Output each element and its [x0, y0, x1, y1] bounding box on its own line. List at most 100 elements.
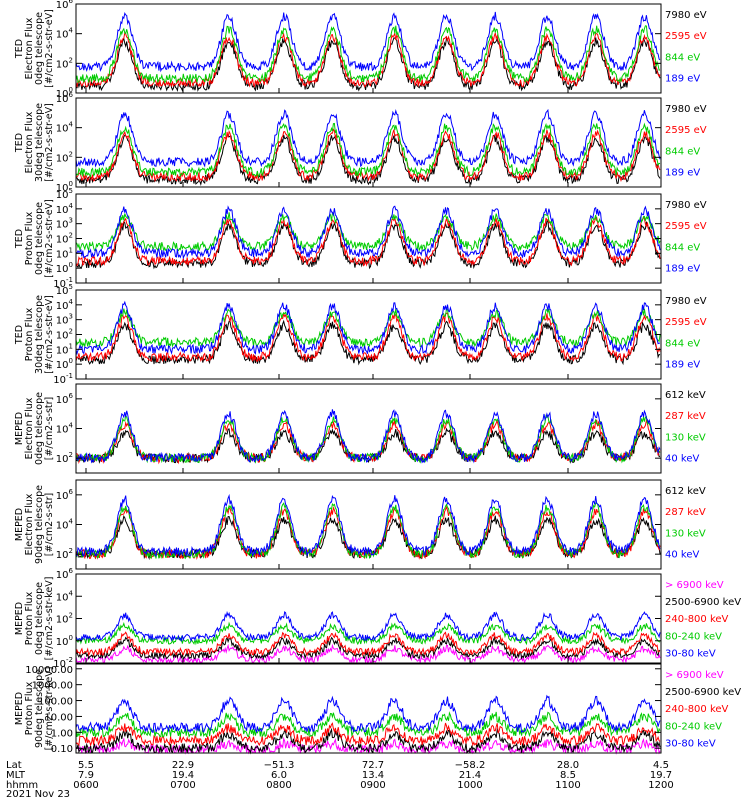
legend-entry: 7980 eV	[665, 200, 707, 211]
y-tick-label: 10000.00	[25, 665, 73, 676]
series-line-meped-proton-0deg-3	[75, 621, 661, 646]
x-tick-lat: 28.0	[557, 760, 579, 771]
series-line-ted-electron-0deg-2	[75, 25, 661, 85]
y-tick-label: 10-2	[53, 656, 73, 670]
y-tick-label: 103	[56, 313, 73, 327]
x-tick-lat: −58.2	[455, 760, 486, 771]
legend-entry: 2595 eV	[665, 221, 707, 232]
legend-entry: 844 eV	[665, 146, 700, 157]
y-axis-label: MEPEDElectron Flux0deg telescope[#/cm2-s…	[14, 392, 55, 465]
legend-entry: 287 keV	[665, 507, 706, 518]
y-axis-label: MEPEDElectron Flux90deg telescope[#/cm2-…	[14, 485, 55, 564]
legend-entry: 189 eV	[665, 360, 700, 371]
x-tick-mlt: 8.5	[560, 770, 576, 781]
legend-entry: 7980 eV	[665, 104, 707, 115]
x-tick-hhmm: 0900	[360, 780, 385, 791]
legend-entry: 2595 eV	[665, 125, 707, 136]
y-axis-label: TEDElectron Flux0deg telescope[#/cm2-s-s…	[14, 9, 55, 88]
series-line-ted-electron-30deg-2	[75, 122, 661, 178]
y-tick-label: 106	[56, 392, 74, 406]
date-label: 2021 Nov 23	[6, 789, 70, 800]
legend-entry: 612 keV	[665, 390, 706, 401]
series-line-meped-electron-90deg-3	[75, 493, 661, 558]
x-tick-lat: −51.3	[264, 760, 295, 771]
y-tick-label: 102	[56, 232, 73, 246]
y-tick-label: 102	[56, 451, 73, 465]
y-tick-label: 104	[56, 27, 74, 41]
series-line-ted-proton-30deg-2	[75, 307, 661, 349]
legend-entry: 612 keV	[665, 486, 706, 497]
x-tick-lat: 4.5	[653, 760, 669, 771]
y-tick-label: 106	[56, 91, 74, 105]
y-tick-label: 100	[56, 357, 73, 371]
y-tick-label: 100	[56, 261, 73, 275]
y-tick-label: 102	[56, 150, 73, 164]
legend-entry: > 6900 keV	[665, 670, 724, 681]
x-tick-hhmm: 0700	[170, 780, 195, 791]
legend-entry: 30-80 keV	[665, 649, 716, 660]
legend-entry: 189 eV	[665, 264, 700, 275]
y-tick-label: 0.10	[51, 744, 73, 755]
legend-entry: 80-240 keV	[665, 631, 722, 642]
legend-entry: 240-800 keV	[665, 614, 729, 625]
x-tick-lat: 72.7	[362, 760, 384, 771]
series-line-ted-electron-0deg-3	[75, 11, 661, 73]
y-tick-label: 100.00	[38, 697, 73, 708]
legend-entry: 30-80 keV	[665, 739, 716, 750]
x-row-label: hhmm	[6, 780, 38, 791]
y-tick-label: 1.00	[51, 728, 73, 739]
legend-entry: 2500-6900 keV	[665, 687, 741, 698]
y-tick-label: 104	[56, 589, 74, 603]
legend-entry: 40 keV	[665, 550, 699, 561]
series-line-meped-proton-0deg-1	[75, 635, 661, 661]
legend-entry: 844 eV	[665, 338, 700, 349]
y-tick-label: 104	[56, 518, 74, 532]
y-tick-label: 106	[56, 0, 74, 11]
y-tick-label: 100	[56, 634, 73, 648]
series-line-ted-proton-0deg-2	[75, 212, 661, 253]
legend-entry: 844 eV	[665, 52, 700, 63]
y-tick-label: 106	[56, 488, 74, 502]
y-tick-label: 105	[56, 187, 73, 201]
y-tick-label: 10-1	[53, 372, 73, 386]
panel-frame	[75, 3, 662, 94]
legend-entry: 2595 eV	[665, 317, 707, 328]
y-axis-label: TEDProton Flux0deg telescope[#/cm2-s-str…	[14, 199, 55, 278]
series-line-meped-proton-0deg-4	[75, 610, 661, 643]
y-tick-label: 10.00	[44, 712, 73, 723]
x-tick-hhmm: 1000	[457, 780, 482, 791]
legend-entry: 2595 eV	[665, 31, 707, 42]
series-line-meped-proton-90deg-2	[75, 722, 661, 747]
y-tick-label: 1000.00	[32, 681, 73, 692]
x-tick-hhmm: 0600	[73, 780, 98, 791]
x-row-label: Lat	[6, 760, 22, 771]
series-line-ted-proton-30deg-1	[75, 312, 661, 363]
x-row-label: MLT	[6, 770, 26, 781]
series-line-ted-proton-0deg-1	[75, 216, 661, 267]
legend-entry: 2500-6900 keV	[665, 597, 741, 608]
y-tick-label: 102	[56, 547, 73, 561]
x-tick-mlt: 19.4	[172, 770, 194, 781]
legend-entry: 189 eV	[665, 74, 700, 85]
x-tick-mlt: 21.4	[459, 770, 481, 781]
y-tick-label: 101	[56, 246, 73, 260]
x-tick-mlt: 19.7	[650, 770, 672, 781]
y-tick-label: 105	[56, 283, 73, 297]
x-tick-hhmm: 1100	[555, 780, 580, 791]
series-line-meped-proton-90deg-3	[75, 711, 661, 738]
legend-entry: 240-800 keV	[665, 704, 729, 715]
legend-entry: 7980 eV	[665, 10, 707, 21]
y-tick-label: 106	[56, 567, 74, 581]
x-tick-hhmm: 0800	[266, 780, 291, 791]
series-line-meped-proton-90deg-4	[75, 694, 661, 734]
x-tick-lat: 22.9	[172, 760, 194, 771]
series-line-ted-proton-0deg-3	[75, 205, 661, 260]
legend-entry: 130 keV	[665, 528, 706, 539]
y-tick-label: 101	[56, 342, 73, 356]
panel-meped-proton-90deg: 0.10 1.00 10.00 100.00 1000.00 10000.00MEPEDP…	[14, 663, 741, 755]
